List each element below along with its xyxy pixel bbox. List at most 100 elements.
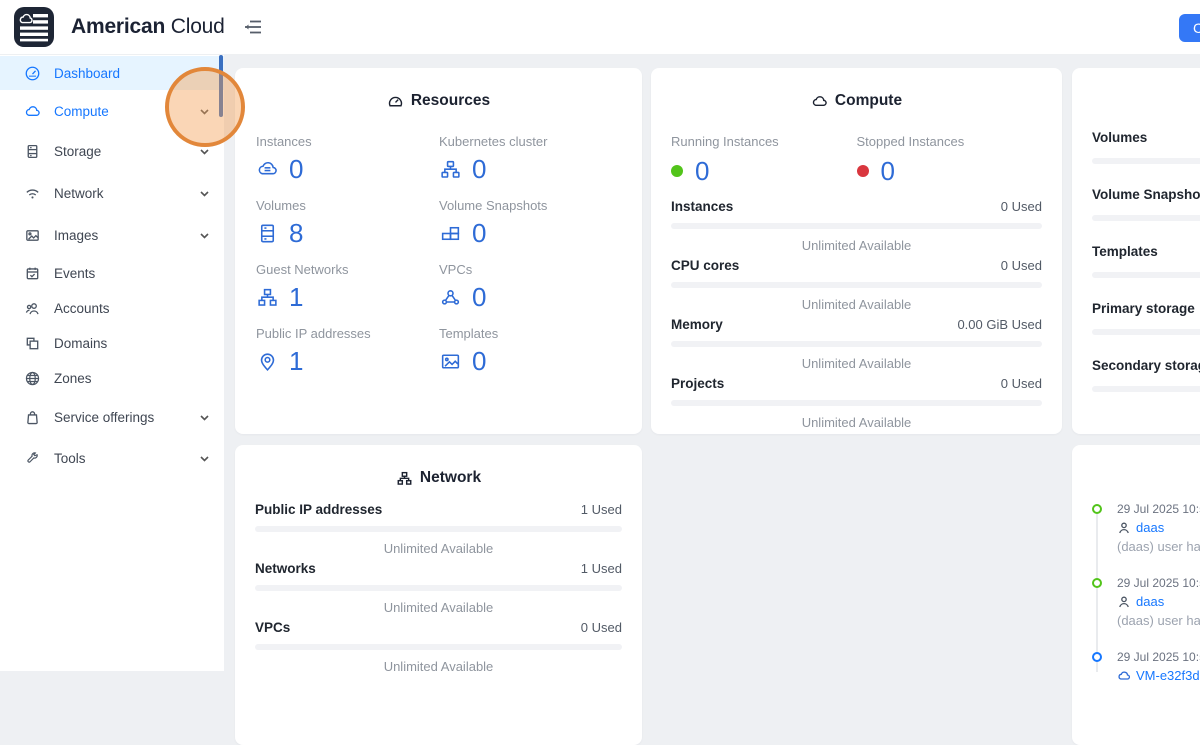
progress-bar: [255, 526, 622, 532]
events-card: 29 Jul 2025 10:56 daas (daas) user has 2…: [1072, 445, 1200, 745]
event-status-dot: [1092, 578, 1102, 588]
dashboard-icon: [24, 65, 41, 82]
progress-bar: [1092, 215, 1200, 221]
chevron-down-icon[interactable]: [199, 412, 210, 423]
event-item: 29 Jul 2025 10:56 daas (daas) user has: [1092, 576, 1200, 628]
stopped-status-dot: [856, 165, 869, 177]
sidebar-item-service-offerings[interactable]: Service offerings: [0, 400, 224, 434]
chevron-down-icon[interactable]: [199, 453, 210, 464]
sidebar-item-label: Dashboard: [54, 65, 121, 81]
resource-stat-guest-networks: Guest Networks 1: [256, 262, 349, 312]
brand-regular: Cloud: [170, 15, 225, 38]
snapshots-icon: [439, 222, 462, 245]
resource-stat-templates: Templates 0: [439, 326, 499, 376]
sidebar-item-label: Domains: [54, 335, 108, 351]
progress-bar: [671, 341, 1042, 347]
resources-card: Resources Instances 0 Kubernetes cluster…: [235, 68, 642, 434]
stopped-instances-stat: Stopped Instances 0: [856, 134, 965, 186]
instance-stats: Running Instances 0 Stopped Instances 0: [671, 134, 1042, 184]
sidebar-item-network[interactable]: Network: [0, 176, 224, 210]
sidebar-item-storage[interactable]: Storage: [0, 134, 224, 168]
sidebar-item-events[interactable]: Events: [0, 256, 224, 290]
sidebar-item-label: Tools: [54, 450, 86, 466]
sidebar-item-tools[interactable]: Tools: [0, 441, 224, 475]
user-icon: [1117, 521, 1131, 535]
compute-card: Compute Running Instances 0 Stopped Inst…: [651, 68, 1062, 434]
event-status-dot: [1092, 504, 1102, 514]
service-offerings-icon: [24, 409, 41, 426]
network-card-title: Network: [255, 469, 622, 487]
events-timeline: 29 Jul 2025 10:56 daas (daas) user has 2…: [1092, 502, 1200, 683]
sidebar-item-label: Zones: [54, 370, 92, 386]
sidebar-item-images[interactable]: Images: [0, 218, 224, 252]
compute-card-title: Compute: [671, 92, 1042, 110]
event-item: 29 Jul 2025 10:56 daas (daas) user has: [1092, 502, 1200, 554]
event-actor-link[interactable]: daas: [1117, 594, 1200, 609]
progress-bar: [1092, 158, 1200, 164]
sidebar-item-accounts[interactable]: Accounts: [0, 291, 224, 325]
events-icon: [24, 265, 41, 282]
event-actor-link[interactable]: daas: [1117, 520, 1200, 535]
public-ip-icon: [256, 350, 279, 373]
sidebar-item-compute[interactable]: Compute: [0, 94, 224, 128]
usage-row: Networks 1 Used Unlimited Available: [255, 561, 622, 615]
brand-title: American Cloud: [71, 15, 225, 39]
sidebar-item-label: Accounts: [54, 300, 110, 316]
network-icon: [24, 185, 41, 202]
chevron-down-icon[interactable]: [199, 106, 210, 117]
sidebar-item-label: Compute: [54, 103, 109, 119]
sidebar-item-label: Images: [54, 227, 99, 243]
sidebar-item-zones[interactable]: Zones: [0, 361, 224, 395]
storage-row: Volumes: [1092, 130, 1200, 164]
chevron-down-icon[interactable]: [199, 230, 210, 241]
sidebar: Dashboard Compute Storage Network Images…: [0, 54, 224, 671]
resources-grid: Instances 0 Kubernetes cluster 0 Volumes…: [255, 134, 622, 390]
domains-icon: [24, 335, 41, 352]
resource-stat-vpcs: VPCs 0: [439, 262, 487, 312]
guest-networks-icon: [256, 286, 279, 309]
chevron-down-icon[interactable]: [199, 188, 210, 199]
progress-bar: [1092, 329, 1200, 335]
templates-icon: [439, 350, 462, 373]
storage-row: Volume Snapshots: [1092, 187, 1200, 221]
resource-stat-instances: Instances 0: [256, 134, 312, 184]
images-icon: [24, 227, 41, 244]
storage-card: Volumes Volume Snapshots Templates Prima…: [1072, 68, 1200, 434]
running-status-dot: [671, 165, 683, 177]
brand: American Cloud: [14, 7, 225, 47]
top-bar: American Cloud C: [0, 0, 1200, 55]
timeline-connector: [1096, 514, 1098, 672]
apartment-icon: [396, 470, 413, 487]
progress-bar: [671, 223, 1042, 229]
event-item: 29 Jul 2025 10:57 VM-e32f3d: [1092, 650, 1200, 683]
sidebar-item-domains[interactable]: Domains: [0, 326, 224, 360]
usage-row: Projects 0 Used Unlimited Available: [671, 376, 1042, 430]
tools-icon: [24, 450, 41, 467]
running-instances-stat: Running Instances 0: [671, 134, 779, 186]
network-usage-rows: Public IP addresses 1 Used Unlimited Avai…: [255, 502, 622, 674]
usage-row: Instances 0 Used Unlimited Available: [671, 199, 1042, 253]
sidebar-item-label: Storage: [54, 143, 102, 159]
accounts-icon: [24, 300, 41, 317]
gauge-icon: [387, 93, 404, 110]
main-content: Resources Instances 0 Kubernetes cluster…: [224, 54, 1200, 745]
volumes-icon: [256, 222, 279, 245]
event-status-dot: [1092, 652, 1102, 662]
kubernetes-icon: [439, 158, 462, 181]
create-button[interactable]: C: [1179, 14, 1200, 42]
usage-row: CPU cores 0 Used Unlimited Available: [671, 258, 1042, 312]
compute-usage-rows: Instances 0 Used Unlimited Available CPU …: [671, 199, 1042, 430]
storage-row: Primary storage: [1092, 301, 1200, 335]
storage-row: Templates: [1092, 244, 1200, 278]
resource-stat-public-ip: Public IP addresses 1: [256, 326, 371, 376]
brand-bold: American: [71, 15, 166, 38]
progress-bar: [1092, 272, 1200, 278]
progress-bar: [255, 644, 622, 650]
usage-row: Public IP addresses 1 Used Unlimited Avai…: [255, 502, 622, 556]
menu-fold-icon[interactable]: [242, 16, 264, 38]
sidebar-item-dashboard[interactable]: Dashboard: [0, 56, 224, 90]
cloud-icon: [811, 93, 828, 110]
event-vm-link[interactable]: VM-e32f3d: [1117, 668, 1200, 683]
sidebar-scrollbar-thumb[interactable]: [219, 55, 223, 117]
chevron-down-icon[interactable]: [199, 146, 210, 157]
